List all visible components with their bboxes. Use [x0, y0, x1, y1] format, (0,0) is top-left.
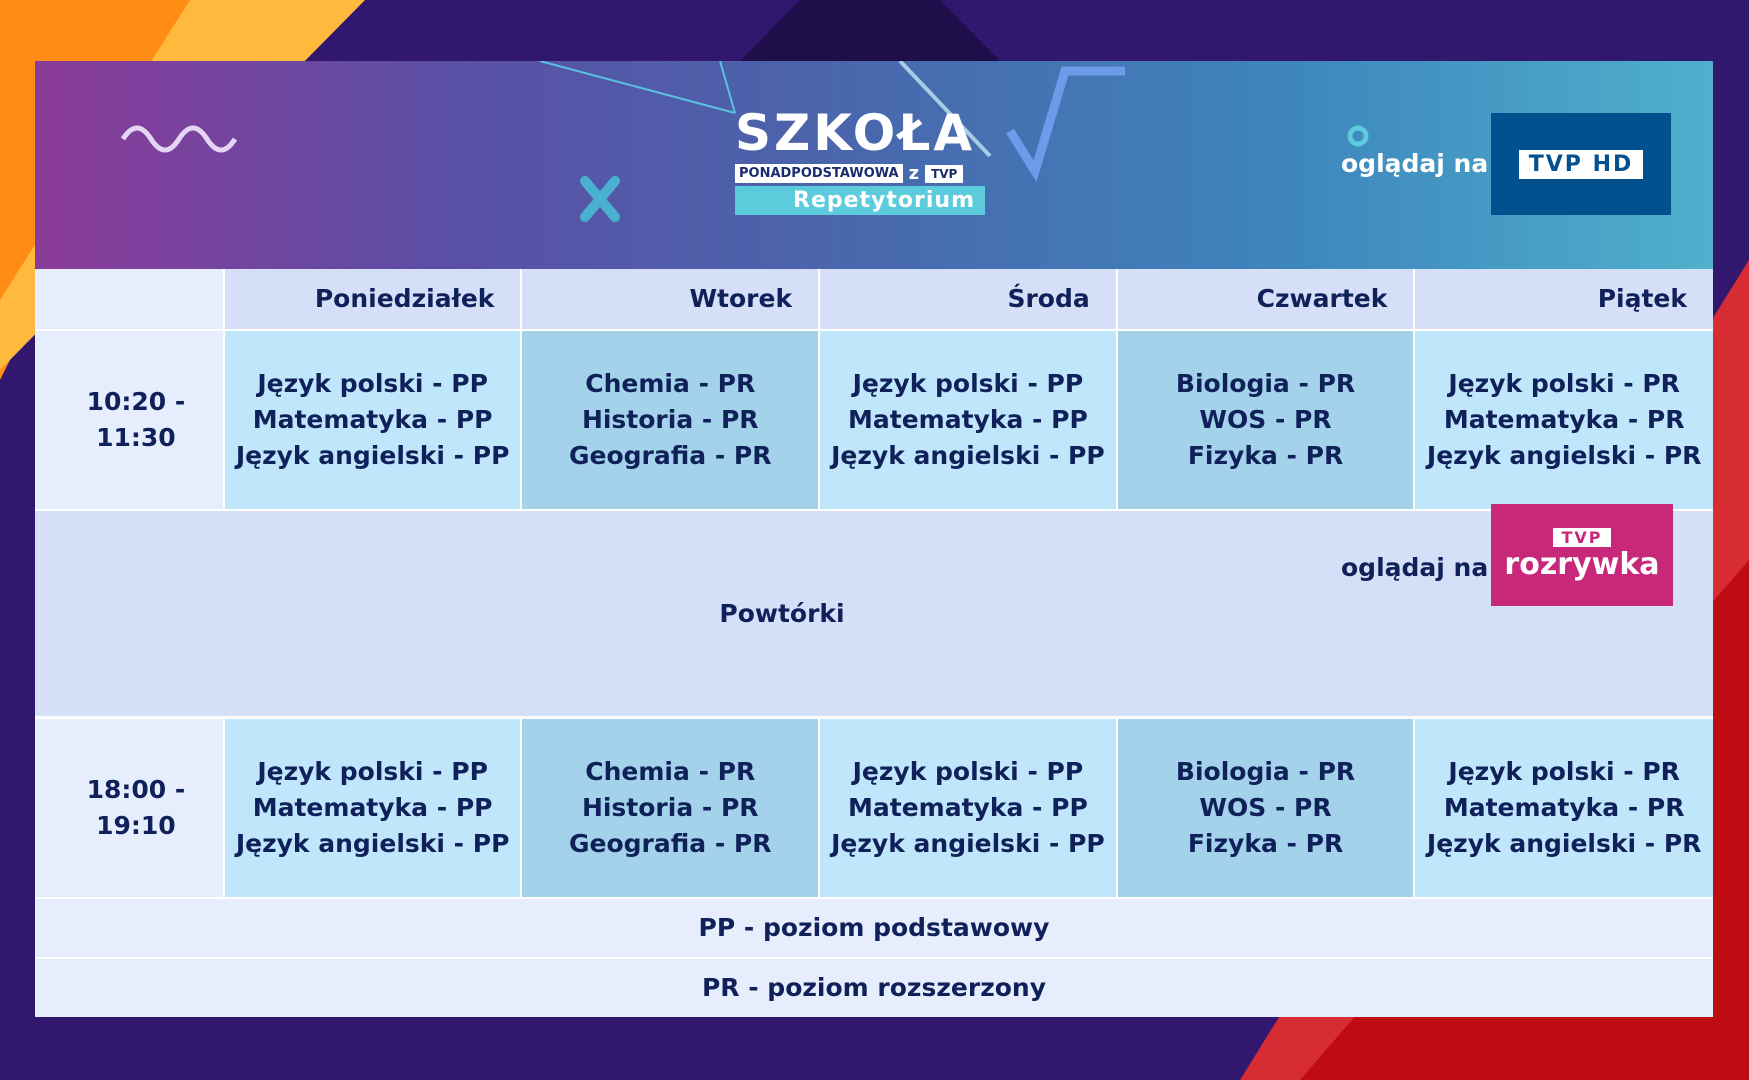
- lesson-item: Język angielski - PR: [1426, 441, 1702, 470]
- lesson-cell: Język polski - PP Matematyka - PP Język an…: [820, 331, 1116, 509]
- decorative-shapes: [120, 61, 1369, 222]
- header-banner: SZKOŁA PONADPODSTAWOWA z TVP Repetytoriu…: [35, 61, 1713, 269]
- time-slot-row: 10:20 - 11:30 Język polski - PP Matematyka…: [35, 331, 1713, 509]
- tvp-hd-logo: TVP HD: [1491, 113, 1671, 215]
- day-header: Piątek: [1415, 269, 1713, 329]
- lesson-cell: Język polski - PP Matematyka - PP Język an…: [224, 331, 521, 509]
- lesson-item: Geografia - PR: [569, 441, 772, 470]
- lesson-item: Język polski - PP: [257, 369, 488, 398]
- schedule-table: Poniedziałek Wtorek Środa Czwartek Piąte…: [35, 269, 1713, 1019]
- lesson-item: Matematyka - PP: [848, 405, 1088, 434]
- lesson-cell: Język polski - PP Matematyka - PP Język an…: [224, 719, 521, 897]
- lesson-item: Historia - PR: [581, 793, 759, 822]
- lesson-cell: Język polski - PR Matematyka - PR Język an…: [1415, 719, 1713, 897]
- time-slot-row: 18:00 - 19:10 Język polski - PP Matematyka…: [35, 719, 1713, 897]
- watch-on-label: oglądaj na: [1341, 149, 1489, 178]
- lesson-item: WOS - PR: [1199, 405, 1332, 434]
- lesson-item: Fizyka - PR: [1187, 441, 1344, 470]
- szkola-logo: SZKOŁA PONADPODSTAWOWA z TVP Repetytoriu…: [735, 105, 985, 215]
- day-header: Poniedziałek: [224, 269, 521, 329]
- lesson-item: Matematyka - PR: [1443, 405, 1685, 434]
- lesson-item: Język angielski - PP: [235, 829, 510, 858]
- lesson-item: WOS - PR: [1199, 793, 1332, 822]
- lesson-item: Język angielski - PP: [235, 441, 510, 470]
- lesson-cell: Język polski - PP Matematyka - PP Język an…: [820, 719, 1116, 897]
- header-row: Poniedziałek Wtorek Środa Czwartek Piąte…: [35, 269, 1713, 329]
- legend-pp: PP - poziom podstawowy: [35, 899, 1713, 957]
- time-cell: 10:20 - 11:30: [35, 331, 223, 509]
- lesson-cell: Chemia - PR Historia - PR Geografia - PR: [522, 331, 819, 509]
- lesson-item: Chemia - PR: [585, 757, 756, 786]
- lesson-item: Fizyka - PR: [1187, 829, 1344, 858]
- lesson-item: Język angielski - PR: [1426, 829, 1702, 858]
- day-header: Środa: [820, 269, 1116, 329]
- tvp-rozrywka-logo: TVP rozrywka: [1491, 504, 1673, 606]
- lesson-item: Historia - PR: [581, 405, 759, 434]
- watch-on-label: oglądaj na: [1341, 553, 1489, 582]
- lesson-item: Język polski - PP: [257, 757, 488, 786]
- lesson-item: Matematyka - PP: [252, 793, 493, 822]
- lesson-cell: Biologia - PR WOS - PR Fizyka - PR: [1117, 331, 1414, 509]
- repeats-row: Powtórki oglądaj na TVP rozrywka: [35, 504, 1713, 716]
- lesson-item: Biologia - PR: [1175, 369, 1356, 398]
- lesson-item: Język polski - PR: [1448, 369, 1680, 398]
- lesson-cell: Biologia - PR WOS - PR Fizyka - PR: [1117, 719, 1414, 897]
- lesson-cell: Język polski - PR Matematyka - PR Język an…: [1415, 331, 1713, 509]
- lesson-item: Język polski - PP: [852, 757, 1084, 786]
- day-header: Czwartek: [1117, 269, 1414, 329]
- lesson-item: Język polski - PP: [852, 369, 1084, 398]
- time-cell: 18:00 - 19:10: [35, 719, 223, 897]
- lesson-item: Biologia - PR: [1175, 757, 1356, 786]
- lesson-item: Język angielski - PP: [831, 829, 1105, 858]
- lesson-item: Matematyka - PP: [848, 793, 1088, 822]
- lesson-item: Język angielski - PP: [831, 441, 1105, 470]
- legend-pr: PR - poziom rozszerzony: [35, 959, 1713, 1017]
- lesson-item: Matematyka - PR: [1443, 793, 1685, 822]
- lesson-item: Chemia - PR: [585, 369, 756, 398]
- schedule-panel: SZKOŁA PONADPODSTAWOWA z TVP Repetytoriu…: [35, 61, 1713, 1017]
- day-header: Wtorek: [522, 269, 819, 329]
- lesson-item: Matematyka - PP: [252, 405, 493, 434]
- corner-cell: [35, 269, 223, 329]
- lesson-cell: Chemia - PR Historia - PR Geografia - PR: [522, 719, 819, 897]
- lesson-item: Geografia - PR: [569, 829, 772, 858]
- lesson-item: Język polski - PR: [1448, 757, 1680, 786]
